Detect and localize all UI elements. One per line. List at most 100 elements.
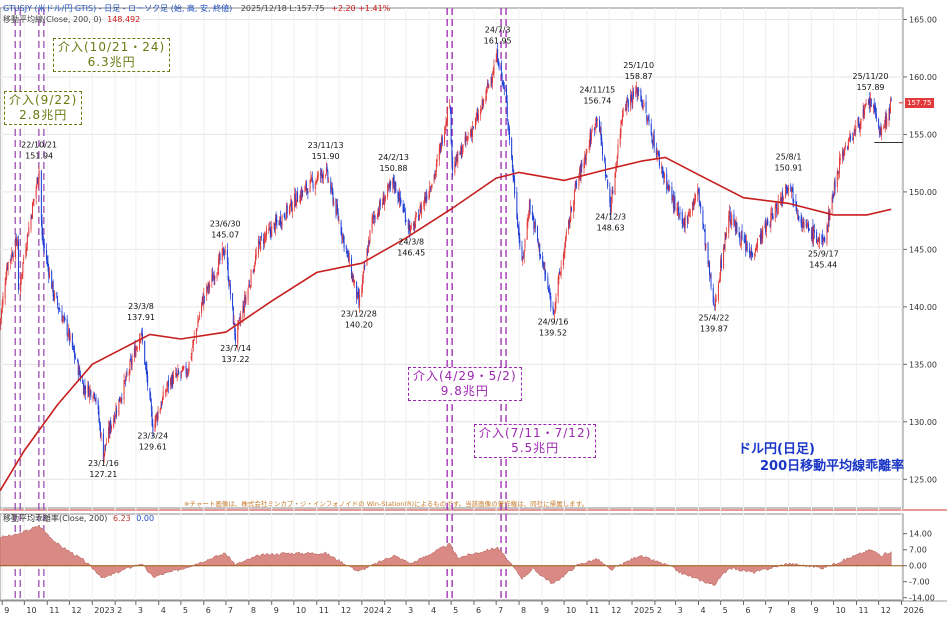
- candle-body: [120, 398, 122, 401]
- x-tick-label: 11: [858, 606, 868, 615]
- candle-body: [874, 106, 876, 110]
- candle-body: [164, 392, 166, 394]
- candle-body: [429, 188, 431, 190]
- candle-body: [336, 204, 338, 213]
- candle-body: [867, 103, 869, 105]
- candle-body: [216, 273, 218, 278]
- intervention-label: 介入(10/21・24): [58, 40, 166, 54]
- candle-body: [493, 64, 495, 75]
- candle-body: [475, 117, 477, 119]
- candle-body: [149, 388, 151, 396]
- candle-body: [330, 180, 332, 192]
- candle-body: [591, 129, 593, 131]
- candle-body: [870, 98, 872, 108]
- candle-body: [728, 211, 730, 218]
- candle-body: [584, 154, 586, 164]
- candle-body: [436, 159, 438, 162]
- y-tick-label: 160.00: [909, 73, 937, 82]
- candle-body: [449, 106, 451, 108]
- candle-body: [516, 192, 518, 219]
- candle-body: [121, 397, 123, 400]
- candle-body: [498, 65, 500, 69]
- candle-body: [110, 421, 112, 430]
- candle-body: [555, 297, 557, 304]
- candle-body: [796, 214, 798, 215]
- candle-body: [367, 241, 369, 252]
- x-tick-label: 7: [768, 606, 773, 615]
- candle-body: [614, 173, 616, 195]
- candle-body: [596, 117, 598, 122]
- candle-body: [625, 107, 627, 110]
- candle-body: [68, 329, 70, 335]
- candle-body: [713, 302, 715, 304]
- candle-body: [501, 73, 503, 80]
- candle-body: [244, 297, 246, 302]
- candle-body: [36, 179, 38, 187]
- candle-body: [161, 397, 163, 404]
- candle-body: [95, 396, 97, 402]
- candle-body: [627, 99, 629, 101]
- candle-body: [586, 149, 588, 151]
- x-tick-label: 7: [498, 606, 503, 615]
- candle-body: [420, 205, 422, 213]
- candle-body: [564, 244, 566, 253]
- annotation-value: 157.89: [857, 83, 885, 92]
- candle-body: [224, 250, 226, 254]
- candle-body: [863, 108, 865, 115]
- candle-body: [167, 379, 169, 387]
- candle-body: [834, 180, 836, 189]
- candle-body: [37, 177, 39, 184]
- annotation-date: 23/1/16: [88, 459, 119, 468]
- deviation-value-2: 0.00: [136, 514, 155, 523]
- candle-body: [15, 236, 17, 244]
- candle-body: [718, 280, 720, 283]
- candle-body: [611, 189, 613, 202]
- candle-body: [589, 133, 591, 147]
- candle-body: [558, 272, 560, 280]
- candle-body: [682, 221, 684, 225]
- candle-body: [248, 283, 250, 288]
- candle-body: [724, 232, 726, 249]
- candle-body: [23, 258, 25, 261]
- candle-body: [382, 195, 384, 204]
- annotation-date: 24/3/8: [398, 238, 424, 247]
- candle-body: [250, 269, 252, 287]
- candle-body: [28, 227, 30, 236]
- candle-body: [472, 126, 474, 129]
- candle-body: [119, 396, 121, 402]
- intervention-box-2022-09: 介入(9/22) 2.8兆円: [4, 91, 83, 125]
- candle-body: [578, 176, 580, 186]
- candle-body: [367, 251, 369, 254]
- candle-body: [9, 259, 11, 263]
- candle-body: [268, 228, 270, 231]
- candle-body: [398, 197, 400, 203]
- candle-body: [226, 249, 228, 264]
- candle-body: [507, 119, 509, 126]
- candle-body: [609, 188, 611, 203]
- candle-body: [684, 215, 686, 228]
- candle-body: [849, 134, 851, 140]
- candle-body: [471, 130, 473, 136]
- x-tick-label: 2: [117, 606, 122, 615]
- candle-body: [162, 391, 164, 400]
- candle-body: [723, 244, 725, 250]
- candle-body: [495, 60, 497, 63]
- candle-body: [414, 223, 416, 228]
- candle-body: [735, 223, 737, 230]
- candle-body: [322, 174, 324, 179]
- candle-body: [568, 221, 570, 226]
- candle-body: [465, 137, 467, 142]
- candle-body: [156, 413, 158, 418]
- annotation-value: 145.07: [211, 231, 239, 240]
- indicator-header: 移動平均線(Close, 200, 0) 148.492: [3, 14, 140, 25]
- candle-body: [237, 320, 239, 324]
- candle-body: [202, 297, 204, 305]
- candle-body: [369, 230, 371, 243]
- candle-body: [229, 284, 231, 295]
- candle-body: [878, 130, 880, 134]
- candle-body: [394, 182, 396, 190]
- candle-body: [201, 302, 203, 314]
- candle-body: [335, 198, 337, 215]
- candle-body: [336, 206, 338, 215]
